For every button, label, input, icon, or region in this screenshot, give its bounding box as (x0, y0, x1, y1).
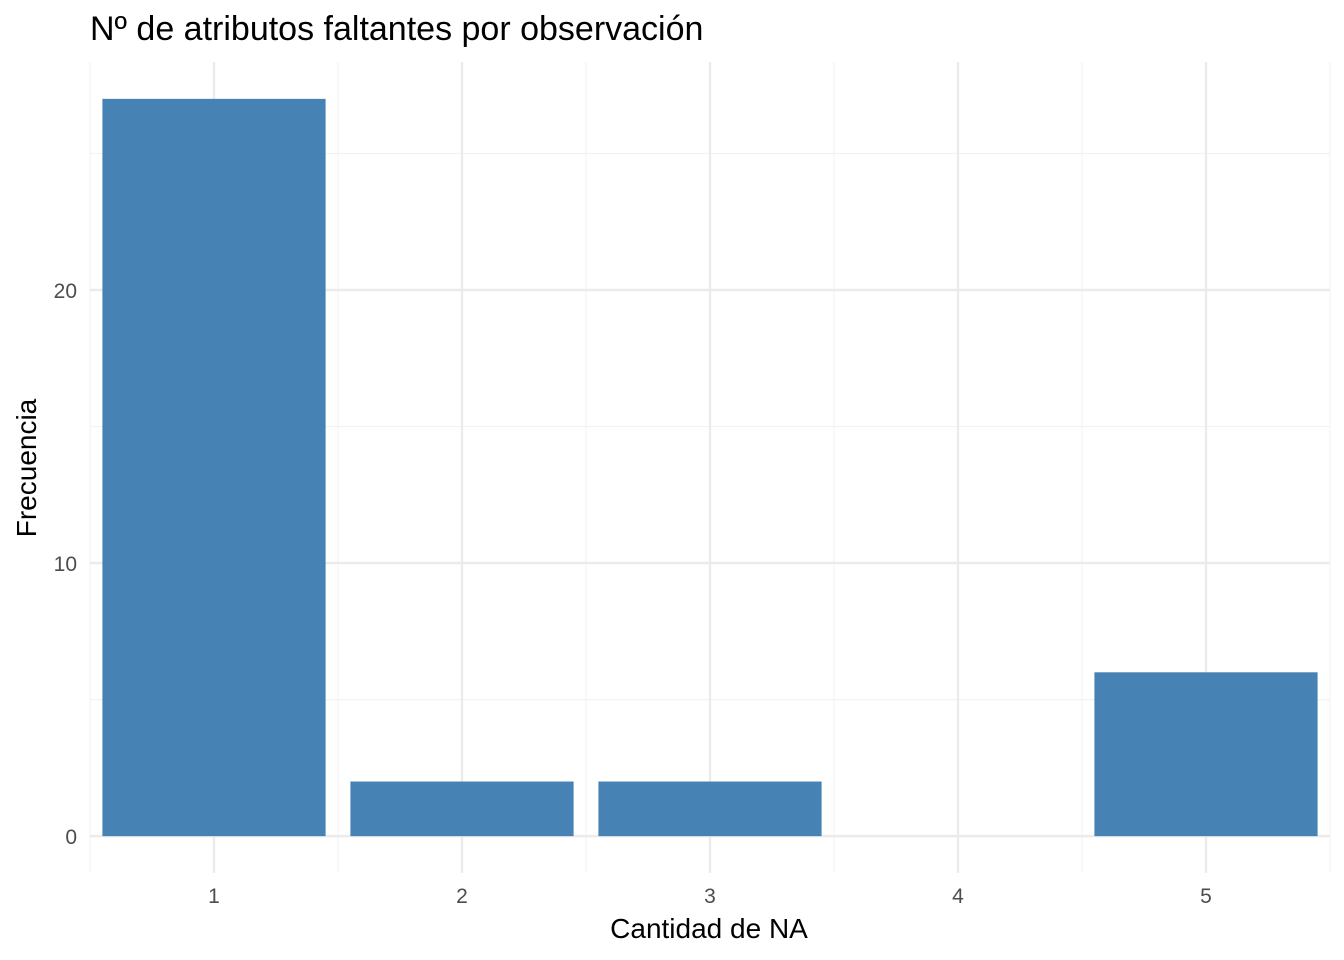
x-tick-label: 1 (208, 885, 220, 908)
chart-title: Nº de atributos faltantes por observació… (90, 10, 703, 48)
y-tick-label: 0 (65, 826, 77, 849)
x-axis-title: Cantidad de NA (610, 913, 808, 944)
y-tick-label: 10 (54, 553, 77, 576)
x-tick-label: 5 (1200, 885, 1212, 908)
x-tick-label: 3 (704, 885, 716, 908)
y-tick-label: 20 (54, 280, 77, 303)
x-tick-label: 4 (952, 885, 964, 908)
bar-2 (350, 781, 574, 837)
bar-5 (1094, 672, 1318, 837)
x-tick-label: 2 (456, 885, 468, 908)
tick-labels-layer: 0 10 20 1 2 3 4 5 (54, 280, 1212, 908)
bar-3 (598, 781, 822, 837)
y-axis-title: Frecuencia (11, 398, 42, 537)
bars-layer (102, 98, 1318, 837)
bar-1 (102, 98, 326, 837)
